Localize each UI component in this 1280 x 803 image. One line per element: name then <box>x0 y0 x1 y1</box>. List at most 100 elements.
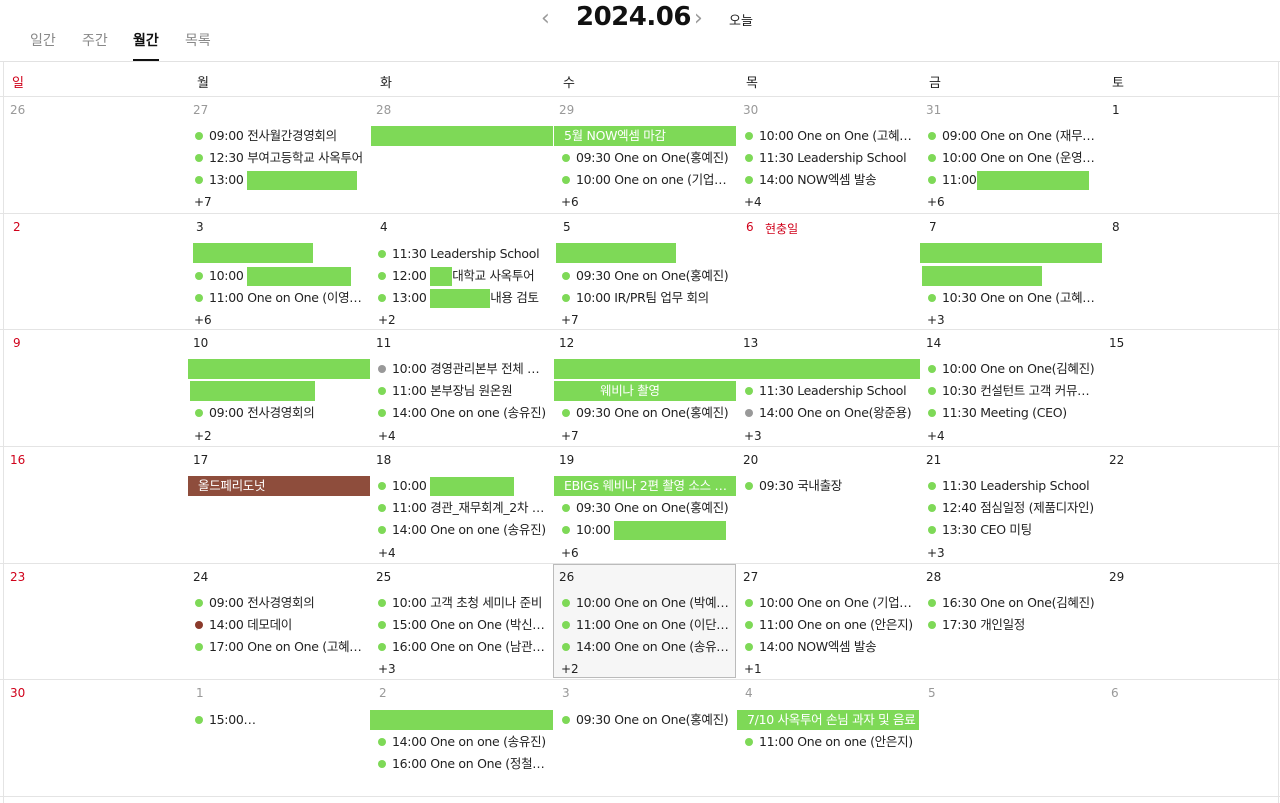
event-item[interactable]: 16:00 One on One (남관우) <box>378 637 548 657</box>
date-number[interactable]: 28 <box>376 103 392 117</box>
more-events-link[interactable]: +6 <box>561 546 579 560</box>
more-events-link[interactable]: +7 <box>561 429 579 443</box>
event-item[interactable]: 10:00 One on One (운영지원) <box>928 148 1098 168</box>
event-item[interactable]: 12:40 점심일정 (제품디자인) <box>928 498 1098 518</box>
event-item[interactable]: 14:00 One on one (송유진) <box>378 732 548 752</box>
event-item[interactable]: 11:00 경관_재무회계_2차 면접 <box>378 498 548 518</box>
event-item[interactable]: 11:00 One on one (안은지) <box>745 615 915 635</box>
event-item[interactable]: 11:30 Leadership School <box>928 476 1098 496</box>
next-month-icon[interactable]: › <box>694 6 703 31</box>
event-item[interactable]: 10:00 경영관리본부 전체 회의 <box>378 359 548 379</box>
event-item[interactable]: 11:30 Leadership School <box>745 148 915 168</box>
event-item[interactable]: 15:00 <box>195 710 371 730</box>
date-number[interactable]: 22 <box>1109 453 1125 467</box>
event-item[interactable]: 14:00 데모데이 <box>195 615 365 635</box>
event-item[interactable]: 09:00 전사경영회의 <box>195 593 365 613</box>
date-number[interactable]: 3 <box>196 220 204 234</box>
event-item[interactable]: 11:30 Meeting (CEO) <box>928 403 1098 423</box>
event-item[interactable]: 10:00 One on One (고혜원) <box>745 126 915 146</box>
date-number[interactable]: 6 <box>746 220 754 234</box>
event-item[interactable]: 13:30 CEO 미팅 <box>928 520 1098 540</box>
date-number[interactable]: 5 <box>563 220 571 234</box>
event-item[interactable]: 11:00 One on one (안은지) <box>745 732 915 752</box>
event-item[interactable]: 15:00 One on One (박신영) <box>378 615 548 635</box>
tab-monthly[interactable]: 월간 <box>133 33 159 49</box>
event-item[interactable]: 10:00 <box>378 476 548 496</box>
date-number[interactable]: 11 <box>376 336 392 350</box>
multi-day-event-bar[interactable] <box>922 266 1042 286</box>
event-item[interactable]: 09:30 One on One(홍예진) <box>562 498 732 518</box>
event-item[interactable]: 14:00 One on one (송유진) <box>378 520 548 540</box>
event-item[interactable]: 09:30 One on One(홍예진) <box>562 148 732 168</box>
selected-day-cell[interactable] <box>553 564 736 678</box>
event-item[interactable]: 13:00 내용 검토 <box>378 288 548 308</box>
more-events-link[interactable]: +6 <box>194 313 212 327</box>
more-events-link[interactable]: +3 <box>927 546 945 560</box>
date-number[interactable]: 5 <box>928 686 936 700</box>
date-number[interactable]: 4 <box>380 220 388 234</box>
event-item[interactable]: 16:00 One on One (정철화) <box>378 754 548 774</box>
event-item[interactable]: 09:30 One on One(홍예진) <box>562 403 732 423</box>
more-events-link[interactable]: +4 <box>744 195 762 209</box>
date-number[interactable]: 29 <box>559 103 575 117</box>
date-number[interactable]: 18 <box>376 453 392 467</box>
event-item[interactable]: 10:30 One on One (고혜원) <box>928 288 1098 308</box>
date-number[interactable]: 21 <box>926 453 942 467</box>
event-item[interactable]: 17:30 개인일정 <box>928 615 1098 635</box>
event-item[interactable]: 11:00 One on One (이단비) <box>562 615 732 635</box>
more-events-link[interactable]: +7 <box>561 313 579 327</box>
multi-day-event-bar[interactable]: EBIGs 웨비나 2편 촬영 소스 전달 <box>554 476 736 496</box>
multi-day-event-bar[interactable] <box>370 710 553 730</box>
multi-day-event-bar[interactable] <box>920 243 1102 263</box>
tab-list[interactable]: 목록 <box>185 33 211 49</box>
event-item[interactable]: 09:30 One on One(홍예진) <box>562 266 732 286</box>
prev-month-icon[interactable]: ‹ <box>541 6 550 31</box>
date-number[interactable]: 6 <box>1111 686 1119 700</box>
date-number[interactable]: 17 <box>193 453 209 467</box>
tab-daily[interactable]: 일간 <box>30 33 56 49</box>
event-item[interactable]: 11:00 One on One (이영훈) <box>195 288 365 308</box>
multi-day-event-bar[interactable]: 올드페리도넛 <box>188 476 370 496</box>
date-number[interactable]: 20 <box>743 453 759 467</box>
multi-day-event-bar[interactable] <box>554 359 920 379</box>
multi-day-event-bar[interactable]: 7/10 사옥투어 손님 과자 및 음료 <box>737 710 919 730</box>
event-item[interactable]: 09:00 One on One (재무회계) <box>928 126 1098 146</box>
event-item[interactable]: 10:00 One on One(김혜진) <box>928 359 1098 379</box>
date-number[interactable]: 1 <box>196 686 204 700</box>
multi-day-event-bar[interactable]: 웨비나 촬영 <box>554 381 736 401</box>
event-item[interactable]: 14:00 NOW엑셈 발송 <box>745 637 915 657</box>
event-item[interactable]: 14:00 One on one (송유진) <box>378 403 548 423</box>
event-item[interactable]: 10:00 One on One (박예영) <box>562 593 732 613</box>
event-item[interactable]: 10:00 <box>195 266 365 286</box>
more-events-link[interactable]: +3 <box>378 662 396 676</box>
more-events-link[interactable]: +4 <box>378 546 396 560</box>
event-item[interactable]: 09:00 전사경영회의 <box>195 403 365 423</box>
event-item[interactable]: 12:30 부여고등학교 사옥투어 <box>195 148 365 168</box>
more-events-link[interactable]: +4 <box>927 429 945 443</box>
multi-day-event-bar[interactable] <box>188 359 370 379</box>
more-events-link[interactable]: +1 <box>744 662 762 676</box>
date-number[interactable]: 13 <box>743 336 759 350</box>
multi-day-event-bar[interactable] <box>556 243 676 263</box>
event-item[interactable]: 13:00 <box>195 170 365 190</box>
date-number[interactable]: 29 <box>1109 570 1125 584</box>
more-events-link[interactable]: +2 <box>561 662 579 676</box>
date-number[interactable]: 31 <box>926 103 942 117</box>
date-number[interactable]: 25 <box>376 570 392 584</box>
more-events-link[interactable]: +3 <box>744 429 762 443</box>
event-item[interactable]: 10:30 컨설턴트 고객 커뮤니티 <box>928 381 1098 401</box>
event-item[interactable]: 09:30 국내출장 <box>745 476 915 496</box>
date-number[interactable]: 3 <box>562 686 570 700</box>
event-item[interactable]: 12:00 대학교 사옥투어 <box>378 266 548 286</box>
date-number[interactable]: 14 <box>926 336 942 350</box>
date-number[interactable]: 2 <box>379 686 387 700</box>
multi-day-event-bar[interactable]: 5월 NOW엑셈 마감 <box>554 126 736 146</box>
event-item[interactable]: 11:00 <box>928 170 1098 190</box>
date-number[interactable]: 30 <box>743 103 759 117</box>
event-item[interactable]: 14:00 One on One(왕준용) <box>745 403 915 423</box>
date-number[interactable]: 12 <box>559 336 575 350</box>
date-number[interactable]: 28 <box>926 570 942 584</box>
more-events-link[interactable]: +4 <box>378 429 396 443</box>
multi-day-event-bar[interactable] <box>193 243 313 263</box>
date-number[interactable]: 16 <box>10 453 26 467</box>
